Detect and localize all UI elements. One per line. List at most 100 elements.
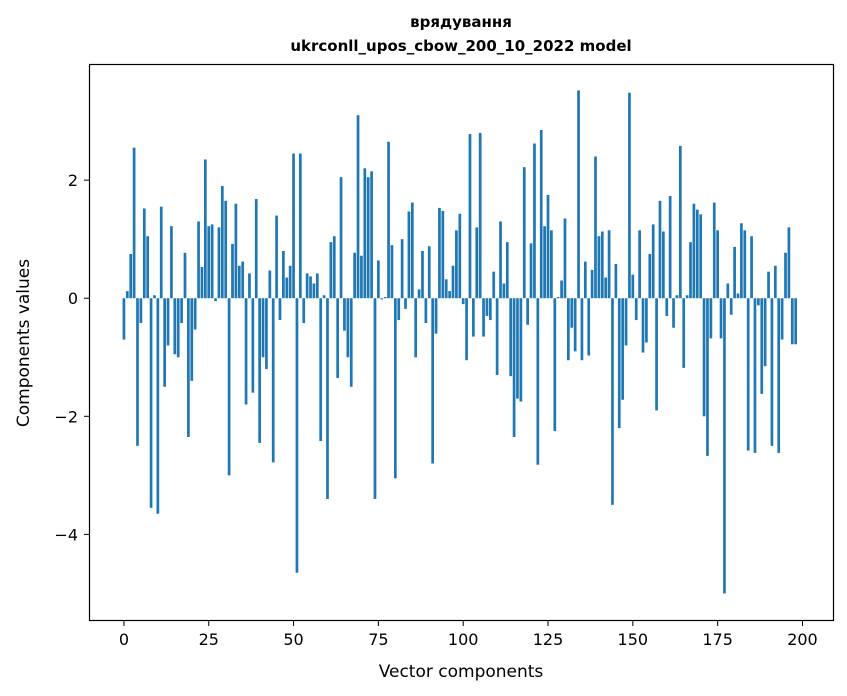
bar-20 (190, 298, 194, 381)
bar-183 (743, 230, 747, 299)
bar-120 (529, 243, 533, 299)
bar-170 (699, 214, 703, 299)
bar-159 (662, 231, 665, 299)
bar-37 (248, 273, 251, 299)
bar-64 (339, 177, 343, 299)
bar-179 (729, 298, 733, 315)
bar-36 (244, 298, 248, 405)
bar-95 (444, 279, 448, 299)
bar-111 (499, 221, 502, 299)
bar-26 (210, 224, 214, 299)
bar-11 (159, 206, 163, 299)
bar-164 (678, 145, 682, 299)
bar-1 (125, 291, 129, 299)
bar-41 (261, 298, 265, 358)
bar-73 (370, 171, 373, 299)
bar-191 (770, 298, 774, 446)
bar-25 (207, 226, 211, 299)
bar-140 (597, 236, 601, 299)
bar-53 (302, 298, 306, 324)
bar-168 (692, 203, 696, 299)
bar-154 (645, 298, 648, 343)
bar-39 (254, 199, 258, 299)
bar-23 (200, 266, 204, 299)
bar-192 (773, 265, 777, 299)
bar-126 (550, 230, 553, 299)
bar-83 (404, 298, 407, 309)
bar-136 (583, 261, 587, 299)
bar-124 (543, 226, 546, 299)
x-tick-label: 200 (787, 630, 818, 649)
bar-52 (298, 153, 302, 299)
bar-151 (634, 298, 638, 321)
bar-131 (567, 298, 570, 361)
bar-194 (780, 298, 784, 340)
bar-102 (468, 134, 472, 299)
bar-172 (706, 298, 709, 456)
bar-48 (285, 277, 289, 299)
bar-133 (573, 298, 577, 352)
bar-160 (665, 298, 669, 316)
bar-196 (787, 227, 791, 299)
bar-92 (434, 298, 438, 334)
bar-45 (275, 215, 278, 299)
y-tick-label: −4 (54, 525, 78, 544)
bar-134 (577, 90, 580, 299)
bar-89 (424, 298, 428, 324)
bar-121 (533, 143, 536, 299)
y-tick-label: −2 (54, 407, 78, 426)
x-tick-label: 50 (283, 630, 303, 649)
bar-50 (292, 153, 295, 299)
bar-27 (214, 298, 217, 302)
bar-106 (482, 298, 485, 337)
bar-144 (611, 298, 614, 505)
bar-69 (356, 115, 360, 299)
bar-100 (461, 298, 465, 305)
bar-81 (397, 298, 401, 321)
bar-4 (136, 298, 139, 446)
bar-80 (393, 298, 397, 479)
bar-112 (502, 283, 506, 299)
bar-146 (617, 298, 621, 429)
bar-148 (624, 298, 628, 346)
bar-38 (251, 298, 255, 393)
bar-193 (777, 298, 781, 453)
bar-153 (641, 298, 645, 353)
bar-35 (241, 261, 245, 299)
bar-177 (723, 298, 726, 594)
bar-109 (492, 271, 496, 299)
bar-152 (638, 230, 641, 299)
bar-72 (366, 177, 370, 299)
bar-174 (712, 202, 716, 299)
bar-60 (326, 298, 329, 499)
y-tick-label: 2 (68, 171, 78, 190)
bar-34 (237, 265, 241, 299)
bar-77 (383, 297, 387, 299)
bar-139 (594, 156, 597, 299)
bar-29 (220, 186, 224, 299)
bar-24 (203, 159, 207, 299)
x-tick-label: 125 (533, 630, 564, 649)
bar-96 (448, 291, 451, 299)
bar-117 (519, 298, 523, 402)
bar-145 (614, 263, 618, 299)
bar-59 (322, 295, 326, 299)
bar-61 (329, 242, 333, 299)
bar-78 (387, 141, 390, 299)
bar-13 (166, 298, 170, 346)
bar-161 (668, 196, 672, 299)
bar-87 (417, 289, 421, 299)
y-axis-ticks: −4 −2 0 2 (54, 171, 90, 544)
bar-166 (685, 295, 689, 299)
bar-3 (132, 147, 136, 299)
bar-86 (414, 298, 418, 358)
bar-114 (509, 298, 513, 377)
bar-107 (485, 298, 489, 316)
bar-33 (234, 203, 238, 299)
bar-115 (512, 298, 516, 437)
bar-122 (536, 298, 540, 465)
bar-49 (288, 265, 292, 299)
x-tick-label: 175 (702, 630, 733, 649)
bar-125 (546, 194, 550, 299)
